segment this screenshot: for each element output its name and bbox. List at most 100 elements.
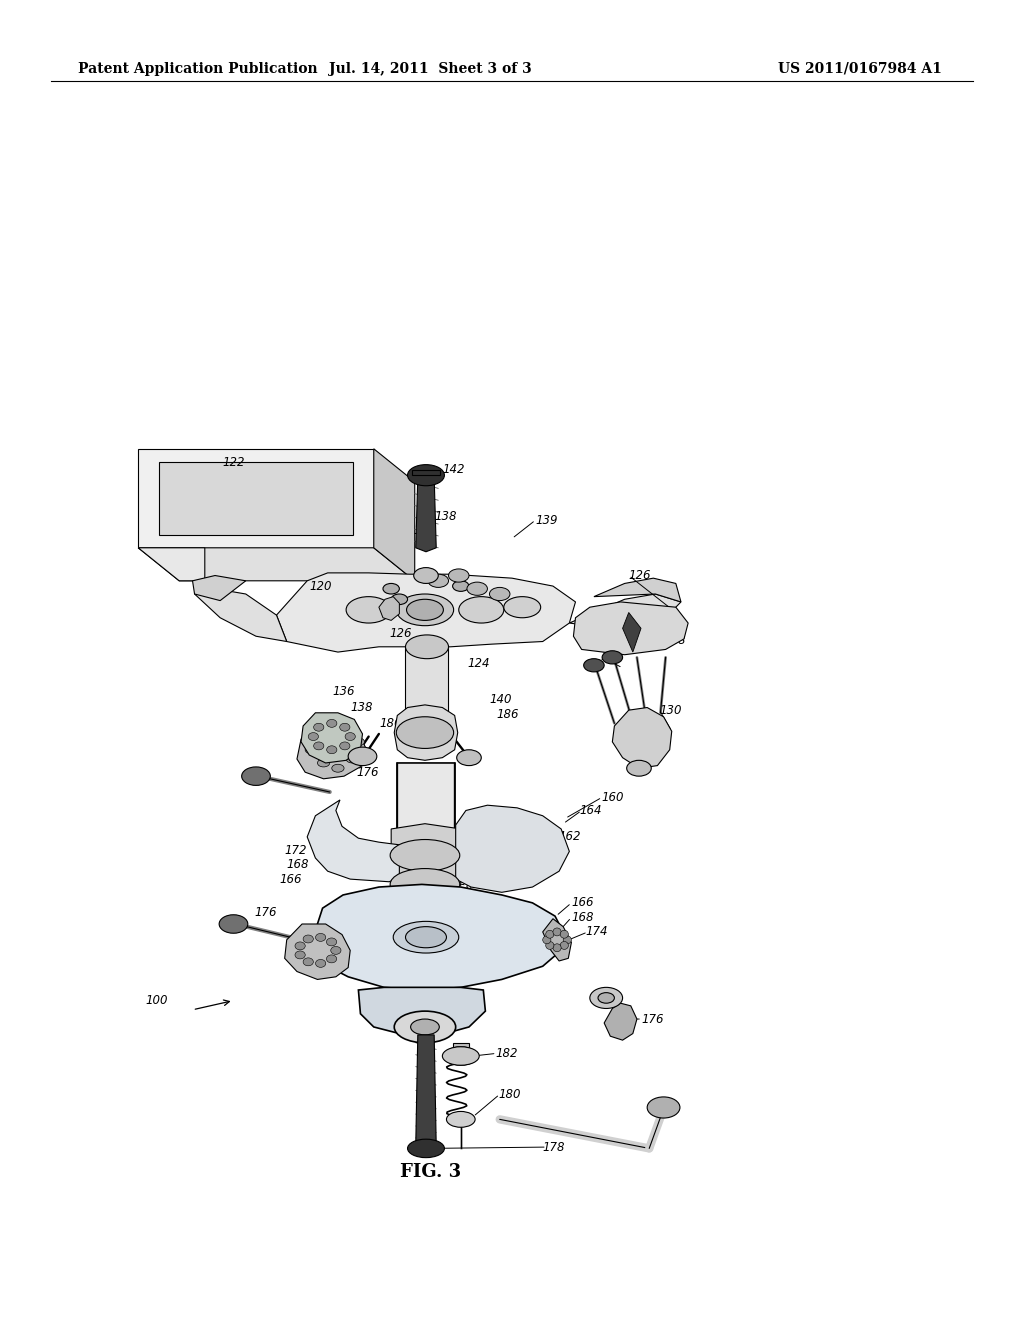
Ellipse shape [598, 993, 614, 1003]
Polygon shape [195, 589, 287, 642]
Text: 120: 120 [309, 579, 332, 593]
Ellipse shape [327, 939, 337, 946]
Text: 186: 186 [497, 708, 519, 721]
Text: 166: 166 [280, 873, 302, 886]
Text: 186: 186 [380, 717, 402, 730]
Text: 168: 168 [287, 858, 309, 871]
Text: Jul. 14, 2011  Sheet 3 of 3: Jul. 14, 2011 Sheet 3 of 3 [329, 62, 531, 75]
Polygon shape [406, 647, 449, 746]
Ellipse shape [393, 921, 459, 953]
Text: 124: 124 [467, 657, 489, 671]
Text: 122: 122 [222, 455, 245, 469]
Text: 138: 138 [350, 701, 373, 714]
Text: 174: 174 [586, 925, 608, 939]
Polygon shape [453, 1043, 469, 1056]
Ellipse shape [348, 747, 377, 766]
Ellipse shape [303, 958, 313, 966]
Ellipse shape [444, 1047, 477, 1065]
Ellipse shape [313, 723, 324, 731]
Polygon shape [604, 1003, 637, 1040]
Text: 130: 130 [659, 704, 682, 717]
Polygon shape [138, 449, 374, 548]
Ellipse shape [553, 944, 561, 952]
Ellipse shape [414, 568, 438, 583]
Text: FIG. 3: FIG. 3 [399, 1163, 461, 1181]
Text: 160: 160 [601, 791, 624, 804]
Polygon shape [569, 594, 681, 626]
Text: 132: 132 [600, 649, 623, 663]
Ellipse shape [315, 933, 326, 941]
Ellipse shape [391, 594, 408, 605]
Ellipse shape [317, 759, 330, 767]
Ellipse shape [352, 738, 365, 746]
Text: 168: 168 [451, 883, 473, 896]
Text: 126: 126 [389, 627, 412, 640]
Ellipse shape [406, 730, 449, 754]
Ellipse shape [584, 659, 604, 672]
Polygon shape [394, 705, 458, 760]
Ellipse shape [242, 767, 270, 785]
Ellipse shape [627, 760, 651, 776]
Ellipse shape [219, 915, 248, 933]
Ellipse shape [315, 960, 326, 968]
Ellipse shape [459, 597, 504, 623]
Ellipse shape [327, 719, 337, 727]
Ellipse shape [590, 987, 623, 1008]
Polygon shape [573, 602, 688, 655]
Polygon shape [301, 713, 362, 763]
Polygon shape [358, 987, 485, 1035]
Text: 142: 142 [442, 463, 465, 477]
Ellipse shape [560, 941, 568, 949]
Polygon shape [612, 708, 672, 768]
Ellipse shape [407, 599, 443, 620]
Polygon shape [543, 919, 571, 961]
Polygon shape [594, 578, 681, 602]
Ellipse shape [394, 1011, 456, 1043]
Polygon shape [623, 612, 641, 652]
Ellipse shape [546, 941, 554, 949]
Ellipse shape [344, 725, 356, 733]
Ellipse shape [303, 935, 313, 942]
Polygon shape [416, 478, 436, 552]
Polygon shape [412, 470, 440, 475]
Text: 126: 126 [629, 569, 651, 582]
Ellipse shape [327, 746, 337, 754]
Text: 164: 164 [580, 804, 602, 817]
Text: 166: 166 [381, 970, 403, 983]
Ellipse shape [305, 746, 317, 754]
Ellipse shape [504, 597, 541, 618]
Ellipse shape [453, 581, 469, 591]
Polygon shape [317, 884, 563, 990]
Text: 176: 176 [356, 766, 379, 779]
Text: 180: 180 [499, 1088, 521, 1101]
Ellipse shape [340, 723, 350, 731]
Polygon shape [297, 723, 367, 779]
Text: Patent Application Publication: Patent Application Publication [78, 62, 317, 75]
Ellipse shape [308, 733, 318, 741]
Polygon shape [276, 573, 575, 652]
Text: 134: 134 [600, 635, 623, 648]
Ellipse shape [331, 946, 341, 954]
Polygon shape [138, 548, 205, 581]
Ellipse shape [457, 750, 481, 766]
Ellipse shape [345, 733, 355, 741]
Text: 140: 140 [489, 693, 512, 706]
Polygon shape [391, 853, 461, 890]
Ellipse shape [449, 569, 469, 582]
Ellipse shape [406, 927, 446, 948]
Ellipse shape [327, 954, 337, 962]
Text: 178: 178 [543, 1140, 565, 1154]
Ellipse shape [411, 1019, 439, 1035]
Ellipse shape [442, 1047, 479, 1065]
Polygon shape [379, 597, 399, 620]
Polygon shape [193, 576, 246, 601]
Ellipse shape [408, 1139, 444, 1158]
Polygon shape [391, 824, 461, 861]
Text: 176: 176 [254, 906, 276, 919]
Ellipse shape [346, 597, 391, 623]
Ellipse shape [390, 840, 460, 871]
Polygon shape [307, 800, 399, 882]
Ellipse shape [467, 582, 487, 595]
Ellipse shape [446, 1111, 475, 1127]
Ellipse shape [602, 651, 623, 664]
